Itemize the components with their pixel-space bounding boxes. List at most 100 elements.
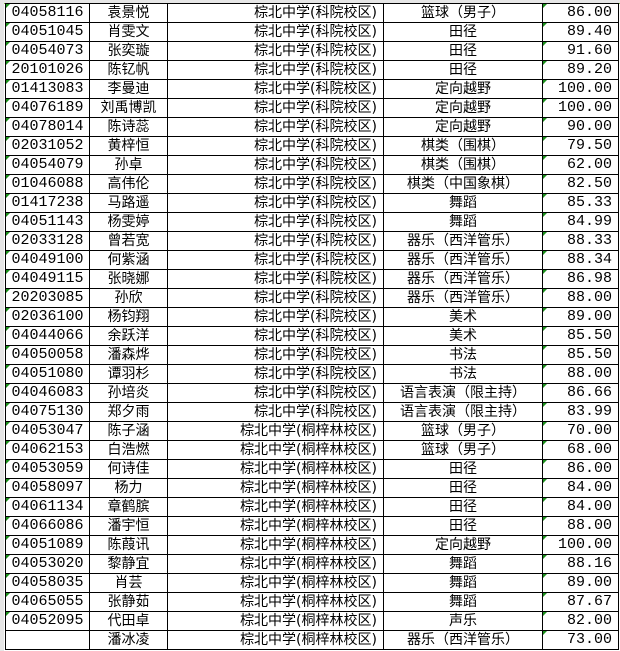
id-cell[interactable]: 04058097 [5,478,90,498]
id-cell[interactable]: 02036100 [5,307,90,327]
school-cell[interactable]: 棕北中学(桐梓林校区) [167,440,384,460]
category-cell[interactable]: 田径 [383,478,543,498]
category-cell[interactable]: 棋类（中国象棋） [383,174,543,194]
name-cell[interactable]: 肖雯文 [89,22,168,42]
category-cell[interactable]: 器乐（西洋管乐） [383,630,543,650]
score-cell[interactable]: 86.00 [542,459,619,479]
name-cell[interactable]: 杨雯婷 [89,212,168,232]
id-cell[interactable]: 04049100 [5,250,90,270]
id-cell[interactable]: 04078014 [5,117,90,137]
category-cell[interactable]: 舞蹈 [383,573,543,593]
category-cell[interactable]: 篮球（男子） [383,421,543,441]
score-cell[interactable]: 82.50 [542,174,619,194]
category-cell[interactable]: 语言表演（限主持） [383,402,543,422]
school-cell[interactable]: 棕北中学(桐梓林校区) [167,630,384,650]
id-cell[interactable]: 04050058 [5,345,90,365]
category-cell[interactable]: 舞蹈 [383,554,543,574]
id-cell[interactable]: 04046083 [5,383,90,403]
school-cell[interactable]: 棕北中学(科院校区) [167,193,384,213]
name-cell[interactable]: 刘禹博凯 [89,98,168,118]
score-cell[interactable]: 83.99 [542,402,619,422]
category-cell[interactable]: 器乐（西洋管乐） [383,250,543,270]
category-cell[interactable]: 田径 [383,41,543,61]
id-cell[interactable]: 04076189 [5,98,90,118]
id-cell[interactable]: 04062153 [5,440,90,460]
id-cell[interactable]: 04053020 [5,554,90,574]
category-cell[interactable]: 田径 [383,497,543,517]
id-cell[interactable]: 01413083 [5,79,90,99]
id-cell[interactable]: 01046088 [5,174,90,194]
score-cell[interactable]: 79.50 [542,136,619,156]
score-cell[interactable]: 100.00 [542,98,619,118]
school-cell[interactable]: 棕北中学(科院校区) [167,250,384,270]
category-cell[interactable]: 美术 [383,326,543,346]
id-cell[interactable]: 02031052 [5,136,90,156]
name-cell[interactable]: 张奕璇 [89,41,168,61]
school-cell[interactable]: 棕北中学(科院校区) [167,345,384,365]
id-cell[interactable]: 04053059 [5,459,90,479]
school-cell[interactable]: 棕北中学(桐梓林校区) [167,421,384,441]
school-cell[interactable]: 棕北中学(科院校区) [167,98,384,118]
score-cell[interactable]: 84.00 [542,497,619,517]
score-cell[interactable]: 86.98 [542,269,619,289]
score-cell[interactable]: 89.20 [542,60,619,80]
score-cell[interactable]: 86.00 [542,3,619,23]
name-cell[interactable]: 孙卓 [89,155,168,175]
school-cell[interactable]: 棕北中学(科院校区) [167,155,384,175]
id-cell[interactable]: 04051080 [5,364,90,384]
school-cell[interactable]: 棕北中学(桐梓林校区) [167,516,384,536]
school-cell[interactable]: 棕北中学(桐梓林校区) [167,611,384,631]
category-cell[interactable]: 声乐 [383,611,543,631]
id-cell[interactable]: 04054073 [5,41,90,61]
school-cell[interactable]: 棕北中学(科院校区) [167,326,384,346]
school-cell[interactable]: 棕北中学(桐梓林校区) [167,592,384,612]
id-cell[interactable] [5,630,90,650]
school-cell[interactable]: 棕北中学(科院校区) [167,402,384,422]
id-cell[interactable]: 04065055 [5,592,90,612]
id-cell[interactable]: 04052095 [5,611,90,631]
name-cell[interactable]: 李曼迪 [89,79,168,99]
score-cell[interactable]: 84.00 [542,478,619,498]
score-cell[interactable]: 100.00 [542,535,619,555]
id-cell[interactable]: 04049115 [5,269,90,289]
name-cell[interactable]: 陈子涵 [89,421,168,441]
category-cell[interactable]: 语言表演（限主持） [383,383,543,403]
name-cell[interactable]: 陈葭讯 [89,535,168,555]
score-cell[interactable]: 68.00 [542,440,619,460]
school-cell[interactable]: 棕北中学(科院校区) [167,60,384,80]
name-cell[interactable]: 潘宇恒 [89,516,168,536]
score-cell[interactable]: 85.50 [542,326,619,346]
name-cell[interactable]: 杨力 [89,478,168,498]
name-cell[interactable]: 孙培炎 [89,383,168,403]
id-cell[interactable]: 04051143 [5,212,90,232]
name-cell[interactable]: 张静茹 [89,592,168,612]
school-cell[interactable]: 棕北中学(科院校区) [167,383,384,403]
category-cell[interactable]: 器乐（西洋管乐） [383,269,543,289]
category-cell[interactable]: 篮球（男子） [383,440,543,460]
school-cell[interactable]: 棕北中学(科院校区) [167,41,384,61]
name-cell[interactable]: 黄梓恒 [89,136,168,156]
score-cell[interactable]: 82.00 [542,611,619,631]
score-cell[interactable]: 88.00 [542,516,619,536]
id-cell[interactable]: 04075130 [5,402,90,422]
score-cell[interactable]: 100.00 [542,79,619,99]
category-cell[interactable]: 书法 [383,345,543,365]
score-cell[interactable]: 86.66 [542,383,619,403]
category-cell[interactable]: 篮球（男子） [383,3,543,23]
category-cell[interactable]: 定向越野 [383,79,543,99]
name-cell[interactable]: 郑夕雨 [89,402,168,422]
id-cell[interactable]: 20203085 [5,288,90,308]
id-cell[interactable]: 04044066 [5,326,90,346]
category-cell[interactable]: 舞蹈 [383,212,543,232]
score-cell[interactable]: 91.60 [542,41,619,61]
school-cell[interactable]: 棕北中学(科院校区) [167,364,384,384]
name-cell[interactable]: 潘冰凌 [89,630,168,650]
name-cell[interactable]: 白浩燃 [89,440,168,460]
category-cell[interactable]: 美术 [383,307,543,327]
score-cell[interactable]: 89.00 [542,307,619,327]
score-cell[interactable]: 73.00 [542,630,619,650]
school-cell[interactable]: 棕北中学(科院校区) [167,174,384,194]
name-cell[interactable]: 袁景悦 [89,3,168,23]
score-cell[interactable]: 87.67 [542,592,619,612]
school-cell[interactable]: 棕北中学(科院校区) [167,136,384,156]
